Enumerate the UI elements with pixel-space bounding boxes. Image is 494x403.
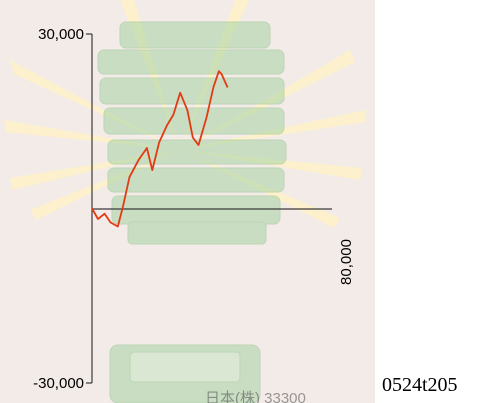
line-chart: 日本(株) 33300 30,000 -30,000 80,000 (0, 0, 375, 403)
x-tick-label-max: 80,000 (338, 239, 355, 285)
chart-panel: 日本(株) 33300 30,000 -30,000 80,000 (0, 0, 375, 403)
series-group (91, 70, 229, 228)
y-tick-label-top: 30,000 (38, 26, 84, 43)
background-stamp-text: 日本(株) 33300 (205, 390, 306, 403)
image-code-label: 0524t205 (382, 374, 458, 396)
y-tick-label-bottom: -30,000 (33, 375, 84, 392)
coin-stand-image (97, 21, 287, 403)
series-line-0 (91, 70, 229, 228)
